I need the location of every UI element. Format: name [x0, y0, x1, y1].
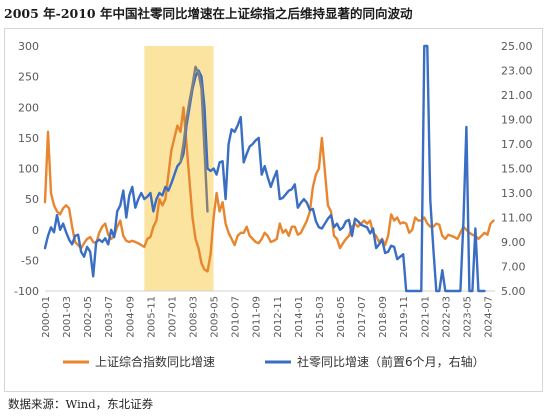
right-axis-tick-label: 5.00: [501, 285, 526, 298]
x-axis-tick-label: 2010-07: [231, 296, 242, 338]
x-axis-tick-label: 2022-03: [441, 296, 452, 338]
series-line-2: [43, 44, 486, 293]
x-axis-tick-label: 2008-03: [188, 296, 199, 338]
x-axis-tick-label: 2024-07: [483, 296, 494, 338]
x-axis-tick-label: 2021-01: [420, 296, 431, 338]
x-axis-tick-label: 2018-09: [378, 296, 389, 338]
left-axis-tick-label: 250: [18, 71, 39, 84]
right-axis-tick-label: 11.00: [501, 212, 533, 225]
left-axis-tick-label: 150: [18, 132, 39, 145]
x-axis-tick-label: 2002-05: [83, 296, 94, 338]
x-axis-tick-label: 2023-05: [462, 296, 473, 338]
right-axis-tick-label: 19.00: [501, 114, 533, 127]
chart-frame: 300 250 200 150 100 50 0 -50 -100 25.00 23.00 21.00…: [4, 28, 543, 392]
x-axis-tick-label: 2007-01: [167, 296, 178, 338]
series-line-1: [43, 106, 495, 273]
x-axis-tick-label: 2000-01: [41, 296, 52, 338]
x-axis-tick-label: 2005-11: [146, 296, 157, 338]
x-axis-tick-label: 2009-05: [210, 296, 221, 338]
left-axis-tick-label: 50: [25, 193, 39, 206]
x-axis-tick-label: 2014-01: [294, 296, 305, 338]
x-axis-tick-label: 2017-07: [357, 296, 368, 338]
left-axis-tick-label: -100: [14, 285, 39, 298]
x-axis-tick-label: 2004-09: [125, 296, 136, 338]
right-axis-tick-label: 25.00: [501, 40, 533, 53]
chart-title: 2005 年-2010 年中国社零同比增速在上证综指之后维持显著的同向波动: [4, 6, 413, 21]
left-axis-tick-label: 300: [18, 40, 39, 53]
series-line-3: [179, 65, 209, 213]
x-axis-tick-label: 2019-11: [399, 296, 410, 338]
x-axis-tick-label: 2012-11: [273, 296, 284, 338]
left-axis-tick-label: -50: [21, 254, 39, 267]
x-axis-tick-label: 2001-03: [62, 296, 73, 338]
x-axis-tick-label: 2016-05: [336, 296, 347, 338]
x-axis-tick-label: 2015-03: [315, 296, 326, 338]
line-chart: 300 250 200 150 100 50 0 -50 -100 25.00 23.00 21.00…: [14, 40, 533, 369]
right-axis-tick-label: 9.00: [501, 236, 526, 249]
left-axis-tick-label: 200: [18, 101, 39, 114]
right-axis-tick-label: 17.00: [501, 138, 533, 151]
right-axis-tick-label: 7.00: [501, 261, 526, 274]
data-source-note: 数据来源：Wind，东北证券: [8, 397, 154, 411]
right-axis-tick-label: 13.00: [501, 187, 533, 200]
legend-label-2: 社零同比增速（前置6个月，右轴）: [297, 354, 485, 369]
x-axis-tick-label: 2011-09: [252, 296, 263, 338]
right-axis-tick-label: 23.00: [501, 65, 533, 78]
right-axis-tick-label: 21.00: [501, 89, 533, 102]
right-axis-tick-label: 15.00: [501, 163, 533, 176]
legend-label-1: 上证综合指数同比增速: [95, 354, 215, 369]
left-axis-tick-label: 100: [18, 163, 39, 176]
left-axis-tick-label: 0: [32, 224, 39, 237]
x-axis-tick-label: 2003-07: [104, 296, 115, 338]
